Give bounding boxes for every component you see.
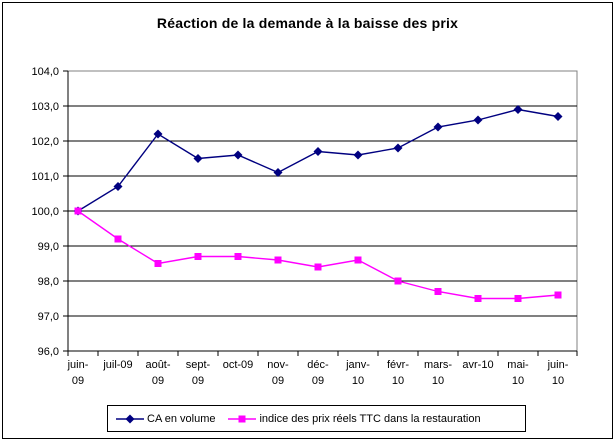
data-point-diamond (313, 147, 323, 156)
y-axis-labels: 96,0 97,0 98,0 99,0 100,0 101,0 102,0 103,0 104,… (31, 66, 68, 358)
x-tick-label: sept-09 (186, 359, 211, 387)
data-point-diamond (233, 150, 243, 160)
gridlines (68, 105, 577, 317)
ca-volume-legend-line-diamond-icon (116, 414, 144, 423)
data-point-square (394, 277, 402, 285)
data-point-square (554, 291, 562, 299)
x-tick-label: juil-09 (102, 359, 132, 371)
y-tick-label: 99,0 (38, 241, 59, 253)
y-tick-label: 97,0 (38, 311, 59, 323)
data-point-diamond (113, 182, 123, 191)
data-point-square (154, 260, 162, 267)
data-point-diamond (273, 168, 283, 177)
data-point-square (314, 263, 322, 271)
x-tick-label: mai-10 (507, 359, 529, 387)
x-tick-label: févr-10 (387, 359, 409, 387)
series-ca-en-volume (73, 105, 563, 216)
x-tick-label: juin-10 (547, 359, 569, 387)
data-point-square (274, 256, 282, 264)
y-tick-label: 101,0 (31, 171, 59, 183)
data-point-square (474, 295, 482, 302)
series-indice-prix (74, 207, 562, 302)
data-point-diamond (553, 112, 563, 121)
x-axis-labels: juin-09 juil-09 août-09 sept-09 oct-09 nov-09… (67, 359, 569, 387)
data-point-square (114, 235, 122, 243)
x-tick-label: déc-09 (307, 359, 329, 387)
data-point-square (354, 256, 362, 264)
y-tick-label: 102,0 (31, 136, 59, 148)
data-point-square (74, 207, 82, 215)
y-tick-label: 104,0 (31, 66, 59, 78)
data-point-diamond (393, 143, 403, 153)
data-point-square (194, 253, 202, 260)
prix-reels-legend-line-square-icon (228, 415, 257, 422)
data-point-diamond (473, 115, 483, 125)
y-tick-label: 103,0 (31, 101, 59, 113)
data-point-diamond (353, 150, 363, 160)
y-tick-label: 96,0 (38, 346, 59, 358)
chart-title: Réaction de la demande à la baisse des p… (156, 15, 459, 31)
x-axis-ticks (67, 351, 578, 356)
x-tick-label: avr-10 (462, 359, 493, 371)
data-point-diamond (433, 122, 443, 132)
x-tick-label: nov-09 (267, 359, 289, 387)
legend-label-prix-reels: indice des prix réels TTC dans la restau… (259, 412, 481, 425)
x-tick-label: juin-09 (67, 359, 89, 387)
data-point-diamond (513, 105, 523, 114)
data-point-square (514, 295, 522, 302)
x-tick-label: janv-10 (345, 359, 370, 387)
data-point-diamond (193, 154, 203, 163)
legend-label-ca-volume: CA en volume (147, 412, 216, 425)
x-tick-label: mars-10 (424, 359, 452, 387)
data-point-square (434, 288, 442, 295)
x-tick-label: août-09 (145, 359, 170, 387)
x-tick-label: oct-09 (223, 359, 254, 371)
y-tick-label: 100,0 (31, 206, 59, 218)
y-tick-label: 98,0 (38, 276, 59, 288)
legend: CA en volume indice des prix réels TTC d… (107, 405, 526, 432)
data-point-diamond (153, 129, 163, 139)
data-point-square (234, 253, 242, 260)
